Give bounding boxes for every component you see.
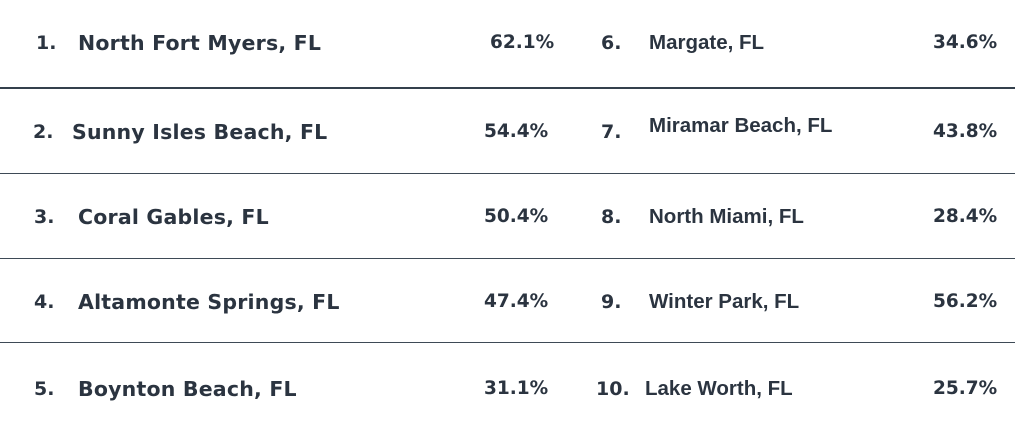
percentage-value: 25.7% bbox=[933, 378, 998, 399]
percentage-value: 31.1% bbox=[484, 378, 549, 399]
table-row: 4. Altamonte Springs, FL 47.4% 9. Winter… bbox=[0, 259, 1015, 344]
city-name: Winter Park, FL bbox=[649, 289, 800, 313]
city-name: Margate, FL bbox=[649, 30, 765, 54]
city-name: Coral Gables, FL bbox=[78, 204, 269, 229]
percentage-value: 56.2% bbox=[933, 291, 998, 312]
percentage-value: 28.4% bbox=[933, 206, 998, 227]
city-name: Sunny Isles Beach, FL bbox=[72, 119, 328, 144]
percentage-value: 54.4% bbox=[484, 121, 549, 142]
table-row: 3. Coral Gables, FL 50.4% 8. North Miami… bbox=[0, 174, 1015, 259]
row-divider bbox=[0, 87, 1015, 89]
percentage-value: 62.1% bbox=[490, 32, 555, 53]
percentage-value: 34.6% bbox=[933, 32, 998, 53]
row-divider bbox=[0, 173, 1015, 174]
city-name: North Fort Myers, FL bbox=[78, 30, 322, 55]
rank-number: 6. bbox=[601, 31, 622, 54]
rank-number: 1. bbox=[36, 31, 57, 54]
city-name: North Miami, FL bbox=[649, 204, 804, 228]
rank-number: 3. bbox=[34, 205, 55, 228]
table-row: 5. Boynton Beach, FL 31.1% 10. Lake Wort… bbox=[0, 346, 1015, 431]
rank-number: 8. bbox=[601, 205, 622, 228]
percentage-value: 47.4% bbox=[484, 291, 549, 312]
percentage-value: 50.4% bbox=[484, 206, 549, 227]
rank-number: 9. bbox=[601, 290, 622, 313]
table-row: 1. North Fort Myers, FL 62.1% 6. Margate… bbox=[0, 0, 1015, 85]
percentage-value: 43.8% bbox=[933, 121, 998, 142]
row-divider bbox=[0, 258, 1015, 259]
rank-number: 7. bbox=[601, 120, 622, 143]
rank-number: 10. bbox=[596, 377, 630, 400]
city-name: Boynton Beach, FL bbox=[78, 376, 297, 401]
rank-number: 2. bbox=[33, 120, 54, 143]
table-row: 2. Sunny Isles Beach, FL 54.4% 7. Mirama… bbox=[0, 89, 1015, 174]
rank-number: 4. bbox=[34, 290, 55, 313]
city-name: Miramar Beach, FL bbox=[649, 113, 833, 137]
row-divider bbox=[0, 342, 1015, 343]
city-name: Lake Worth, FL bbox=[645, 376, 793, 400]
city-name: Altamonte Springs, FL bbox=[78, 289, 340, 314]
rank-number: 5. bbox=[34, 377, 55, 400]
